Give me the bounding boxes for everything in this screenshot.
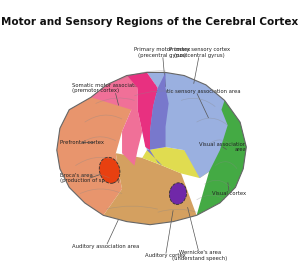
Polygon shape: [142, 73, 246, 203]
Polygon shape: [91, 76, 142, 166]
Text: Somatic motor association area
(premotor cortex): Somatic motor association area (premotor…: [72, 83, 156, 105]
Polygon shape: [196, 101, 246, 215]
Polygon shape: [127, 73, 158, 150]
Polygon shape: [57, 76, 138, 215]
Ellipse shape: [169, 183, 187, 204]
Text: Visual association
area: Visual association area: [199, 142, 246, 152]
Text: Motor and Sensory Regions of the Cerebral Cortex: Motor and Sensory Regions of the Cerebra…: [2, 17, 298, 27]
Text: Primary sensory cortex
(postcentral gyrus): Primary sensory cortex (postcentral gyru…: [169, 47, 230, 83]
Text: Primary motor cortex
(precentral gyrus): Primary motor cortex (precentral gyrus): [134, 47, 190, 87]
Polygon shape: [142, 147, 209, 178]
Text: Somatic sensory association area: Somatic sensory association area: [152, 88, 240, 118]
Text: Auditory association area: Auditory association area: [72, 220, 140, 249]
Text: Broca's area
(production of speech): Broca's area (production of speech): [60, 173, 120, 183]
Polygon shape: [147, 73, 169, 166]
Text: Visual cortex: Visual cortex: [212, 183, 246, 196]
Text: Prefrontal cortex: Prefrontal cortex: [60, 140, 104, 145]
Ellipse shape: [99, 157, 120, 183]
Text: Wernicke's area
(understand speech): Wernicke's area (understand speech): [172, 207, 227, 261]
Text: Auditory cortex: Auditory cortex: [145, 211, 186, 258]
Polygon shape: [103, 153, 196, 225]
